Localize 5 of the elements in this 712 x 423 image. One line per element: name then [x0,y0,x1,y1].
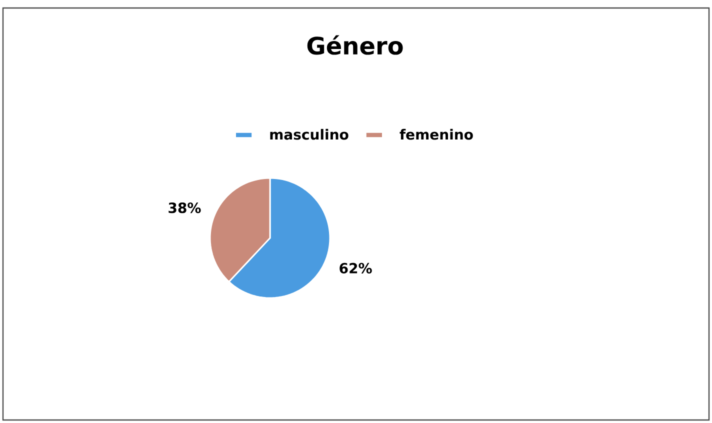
legend-label: femenino [400,128,473,140]
legend-label: masculino [270,128,348,140]
data-label: 62% [340,262,372,274]
data-label: 38% [168,202,201,214]
chart-title: Género [307,35,403,55]
